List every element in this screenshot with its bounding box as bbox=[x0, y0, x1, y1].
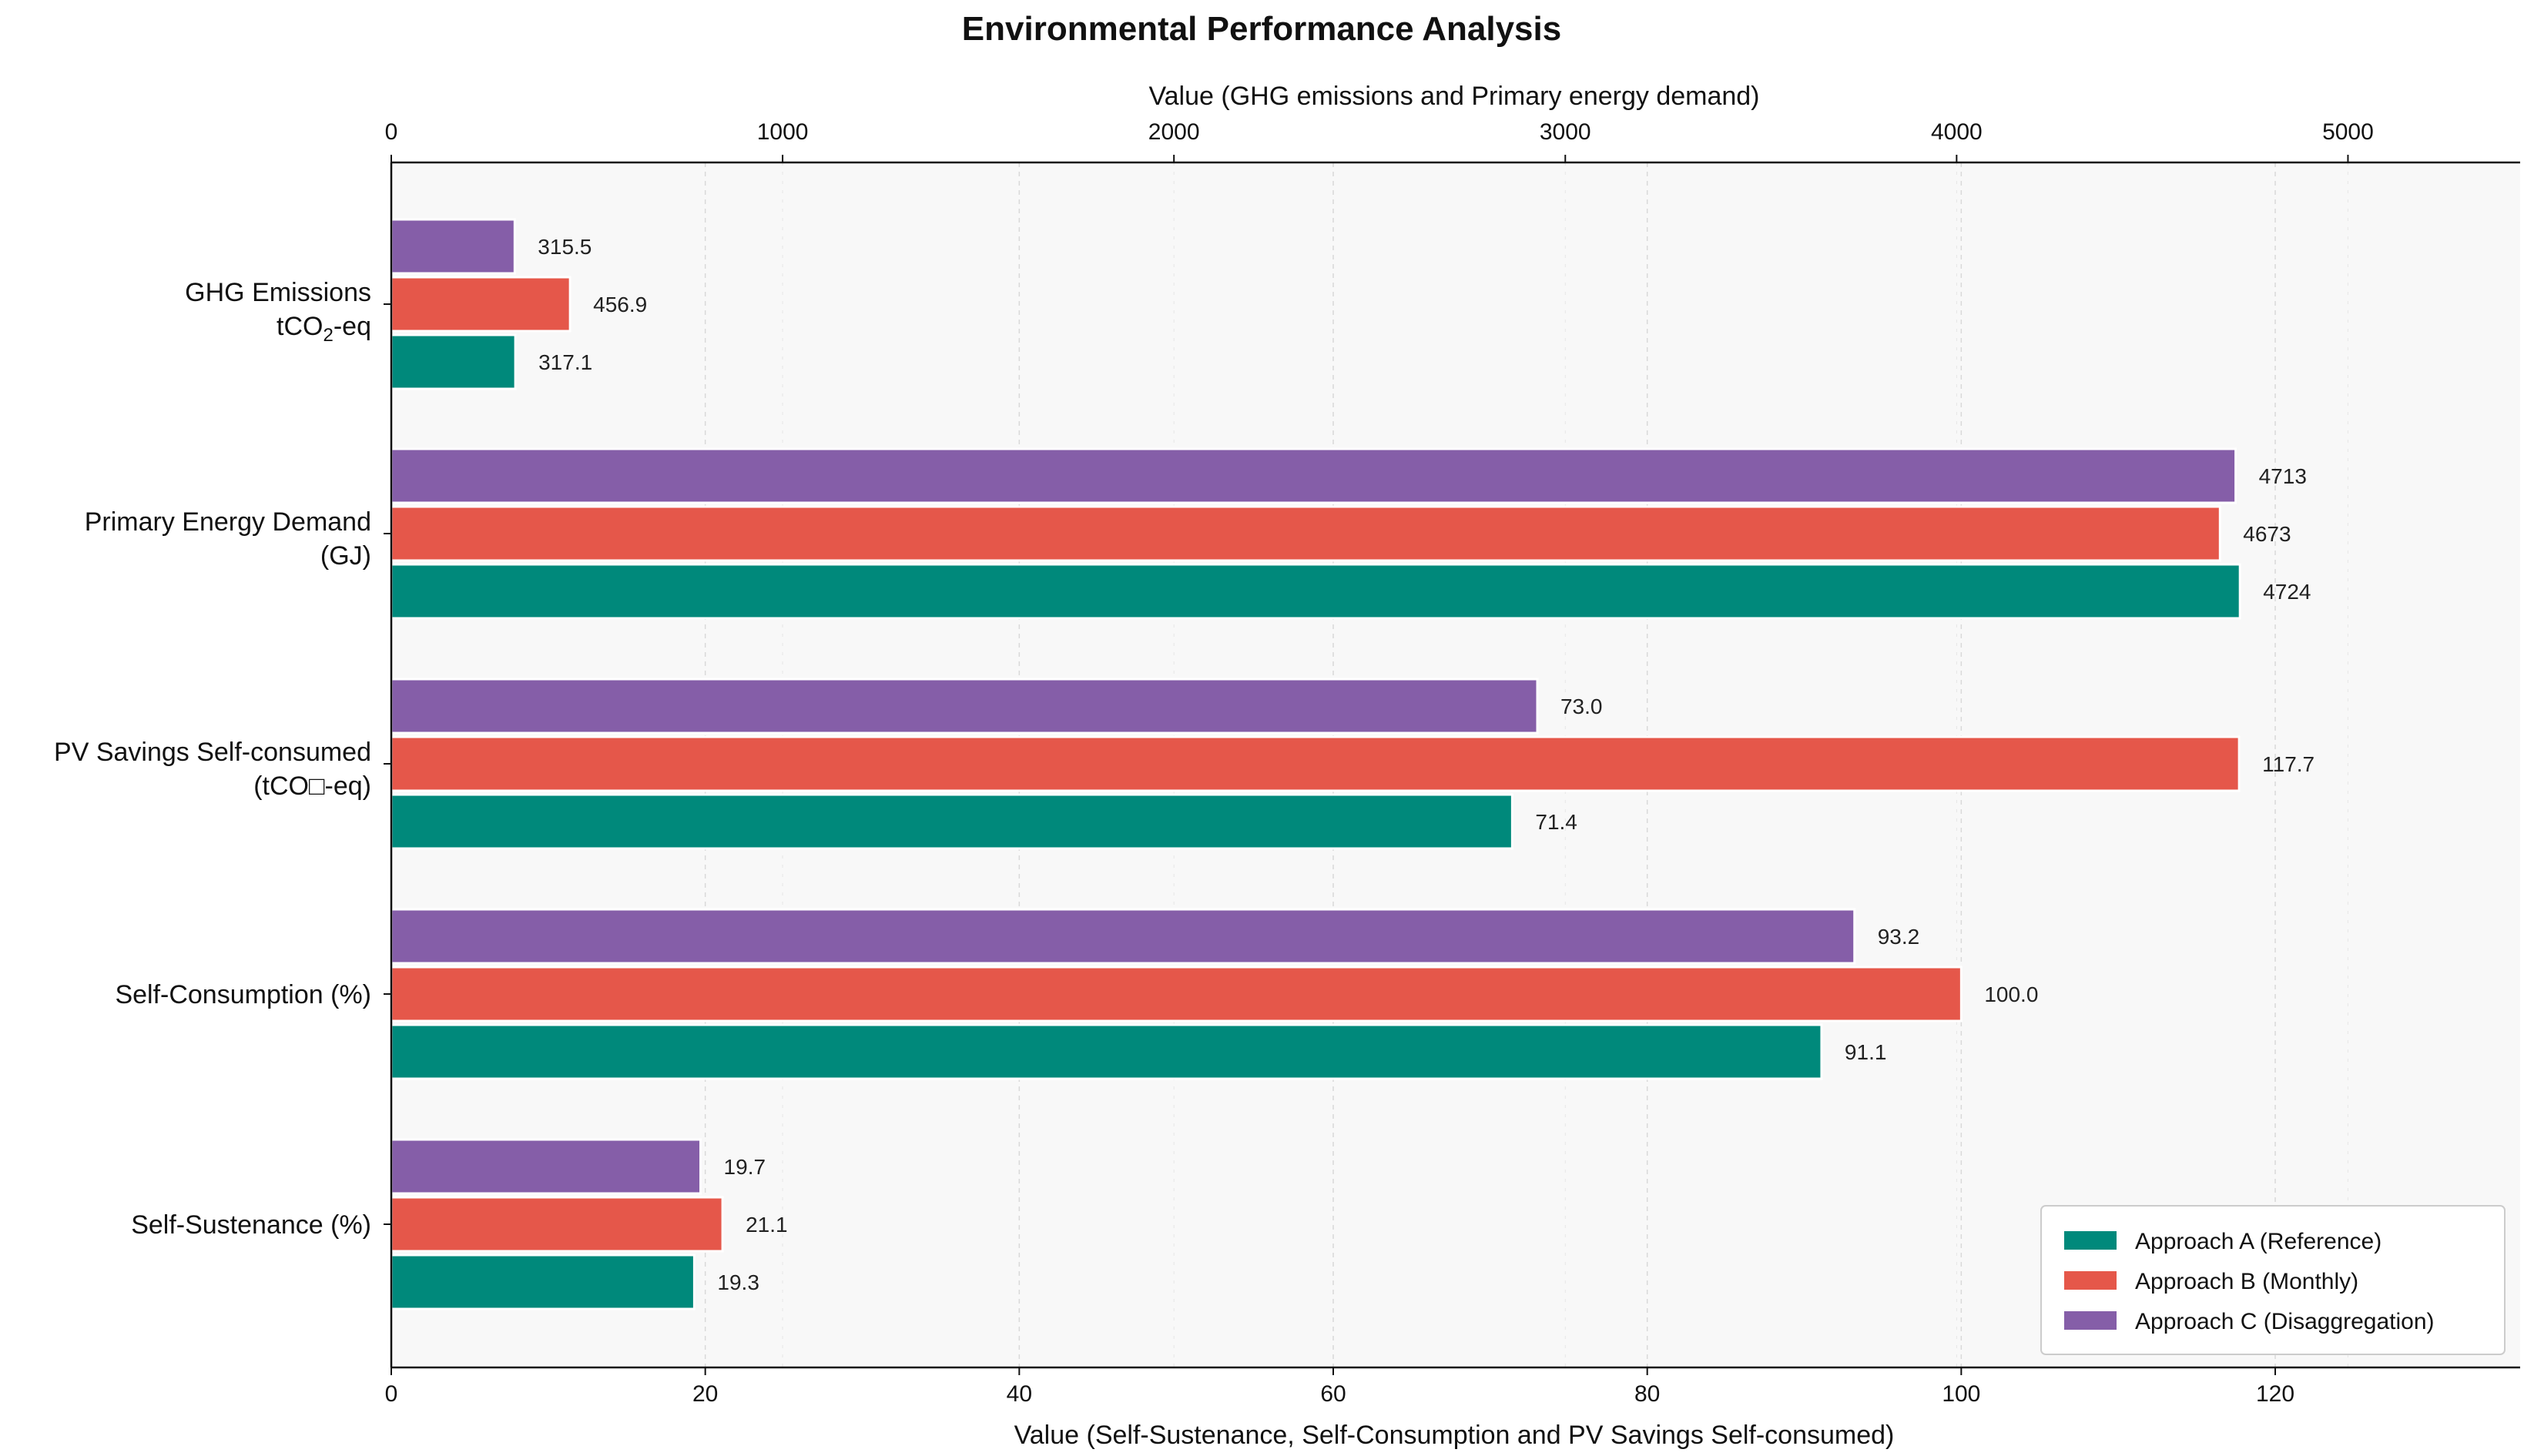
bottom-tick-label-0: 0 bbox=[385, 1381, 398, 1407]
data-label-3-series-1: 71.4 bbox=[1535, 810, 1577, 834]
data-label-1-series-1: 317.1 bbox=[538, 350, 592, 374]
bottom-tick-label-20: 20 bbox=[692, 1381, 718, 1407]
bottom-tick-label-80: 80 bbox=[1634, 1381, 1660, 1407]
bottom-tick-label-40: 40 bbox=[1007, 1381, 1032, 1407]
legend: Approach A (Reference) Approach B (Monthl… bbox=[2040, 1205, 2506, 1355]
legend-label-3: Approach C (Disaggregation) bbox=[2135, 1309, 2435, 1334]
top-tick-label-2000: 2000 bbox=[1148, 119, 1200, 145]
category-labels: GHG Emissions tCO2-eq Primary Energy Deman… bbox=[54, 278, 391, 1240]
data-label-2-series-3: 4713 bbox=[2259, 464, 2307, 488]
bar-5-series-2 bbox=[390, 1196, 724, 1253]
category-label-1-subscript: 2 bbox=[323, 325, 334, 346]
legend-label-2: Approach B (Monthly) bbox=[2135, 1269, 2358, 1294]
data-label-4-series-2: 100.0 bbox=[1984, 982, 2038, 1006]
bar-1-series-3 bbox=[390, 218, 516, 275]
category-label-1-prefix: tCO bbox=[277, 312, 323, 341]
bar-4-series-1 bbox=[390, 1023, 1823, 1080]
bar-3-series-1 bbox=[390, 793, 1513, 850]
bar-3-series-3 bbox=[390, 678, 1539, 735]
bar-5-series-1 bbox=[390, 1253, 696, 1310]
legend-swatch-3 bbox=[2064, 1311, 2117, 1330]
bottom-axis-label: Value (Self-Sustenance, Self-Consumption… bbox=[1014, 1421, 1895, 1450]
top-tick-label-1000: 1000 bbox=[757, 119, 809, 145]
bar-2-series-3 bbox=[390, 447, 2237, 504]
data-label-4-series-3: 93.2 bbox=[1878, 925, 1920, 949]
legend-swatch-2 bbox=[2064, 1271, 2117, 1290]
data-label-2-series-1: 4724 bbox=[2263, 580, 2311, 604]
data-label-4-series-1: 91.1 bbox=[1845, 1040, 1887, 1064]
category-label-1-line1: GHG Emissions bbox=[185, 278, 371, 307]
legend-box bbox=[2040, 1205, 2506, 1355]
bar-4-series-2 bbox=[390, 966, 1963, 1023]
bottom-tick-label-120: 120 bbox=[2256, 1381, 2294, 1407]
data-label-1-series-3: 315.5 bbox=[538, 235, 592, 259]
data-label-5-series-3: 19.7 bbox=[724, 1155, 766, 1179]
chart-title: Environmental Performance Analysis bbox=[962, 10, 1561, 48]
data-label-1-series-2: 456.9 bbox=[593, 293, 647, 316]
bottom-tick-label-60: 60 bbox=[1320, 1381, 1346, 1407]
top-tick-label-3000: 3000 bbox=[1540, 119, 1591, 145]
category-label-3-line1: PV Savings Self-consumed bbox=[54, 738, 371, 767]
data-label-5-series-2: 21.1 bbox=[746, 1213, 788, 1237]
top-tick-label-0: 0 bbox=[385, 119, 398, 145]
top-axis-label: Value (GHG emissions and Primary energy … bbox=[1148, 82, 1759, 111]
bar-3-series-2 bbox=[390, 735, 2241, 792]
data-label-5-series-1: 19.3 bbox=[717, 1270, 759, 1294]
bar-2-series-2 bbox=[390, 505, 2221, 562]
data-label-2-series-2: 4673 bbox=[2243, 522, 2291, 546]
category-label-2-line1: Primary Energy Demand bbox=[85, 507, 371, 537]
bottom-tick-label-100: 100 bbox=[1942, 1381, 1980, 1407]
bar-1-series-2 bbox=[390, 276, 572, 333]
bar-1-series-1 bbox=[390, 333, 517, 390]
category-label-5: Self-Sustenance (%) bbox=[131, 1210, 371, 1240]
category-label-2-line2: (GJ) bbox=[320, 541, 371, 571]
bar-5-series-3 bbox=[390, 1138, 702, 1195]
bar-2-series-1 bbox=[390, 563, 2241, 620]
data-label-3-series-3: 73.0 bbox=[1560, 695, 1603, 718]
bottom-axis-ticks: 0 20 40 60 80 100 120 bbox=[385, 1367, 2294, 1407]
top-tick-label-4000: 4000 bbox=[1931, 119, 1983, 145]
category-label-4: Self-Consumption (%) bbox=[115, 980, 371, 1009]
data-label-3-series-2: 117.7 bbox=[2262, 752, 2315, 776]
legend-label-1: Approach A (Reference) bbox=[2135, 1229, 2382, 1254]
bar-4-series-3 bbox=[390, 908, 1856, 965]
legend-swatch-1 bbox=[2064, 1231, 2117, 1250]
category-label-1-suffix: -eq bbox=[334, 312, 371, 341]
category-label-1-line2: tCO2-eq bbox=[277, 312, 371, 346]
category-label-3-line2: (tCO□-eq) bbox=[253, 772, 371, 801]
data-labels: 317.1 456.9 315.5 4724 4673 4713 71.4 117.7 73.0… bbox=[538, 235, 2315, 1294]
top-tick-label-5000: 5000 bbox=[2322, 119, 2374, 145]
top-axis-ticks: 0 1000 2000 3000 4000 5000 bbox=[385, 119, 2374, 162]
